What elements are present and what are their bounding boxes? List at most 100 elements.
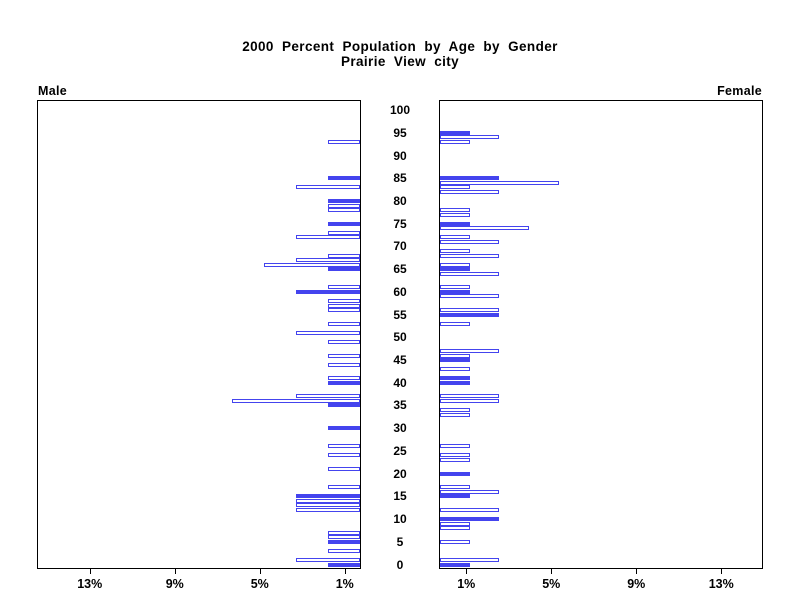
male-bar-age-36 [232,398,360,403]
female-bar-age-53 [440,321,470,326]
female-value-tick-13 [721,569,723,574]
male-bar-age-12 [296,507,360,512]
age-tick-label-55: 55 [393,307,407,322]
male-value-tick-label-13: 13% [77,577,103,591]
female-bar-age-83 [440,185,470,190]
age-tick-label-60: 60 [393,284,407,299]
male-bar-age-17 [328,485,360,490]
female-bar-age-65 [440,267,470,272]
female-bar-age-45 [440,358,470,363]
female-bar-age-61 [440,285,470,290]
male-bar-age-15 [296,494,360,499]
age-tick-label-30: 30 [393,421,407,436]
male-bar-age-66 [264,262,360,267]
female-bar-age-43 [440,367,470,372]
male-bar-age-73 [328,230,360,235]
male-value-tick-9 [174,569,176,574]
male-bar-age-5 [328,539,360,544]
age-tick-label-65: 65 [393,262,407,277]
female-value-tick-1 [466,569,468,574]
age-tick-label-90: 90 [393,148,407,163]
female-bar-age-47 [440,348,499,353]
male-bar-age-53 [328,321,360,326]
female-bar-age-69 [440,249,470,254]
male-bar-age-57 [328,303,360,308]
male-bar-age-35 [328,403,360,408]
male-bar-age-0 [328,562,360,567]
female-value-tick-9 [636,569,638,574]
male-bar-age-14 [296,498,360,503]
male-bar-age-80 [328,199,360,204]
male-value-tick-1 [344,569,346,574]
female-panel-frame [439,100,763,569]
male-value-tick-label-1: 1% [335,577,354,591]
female-bar-age-93 [440,140,470,144]
female-bar-age-41 [440,376,470,381]
age-tick-label-80: 80 [393,194,407,209]
female-bar-age-68 [440,253,499,258]
female-bar-age-94 [440,135,499,140]
female-bar-age-0 [440,562,470,567]
female-bar-age-37 [440,394,499,399]
female-bar-age-17 [440,485,470,490]
male-bar-age-56 [328,308,360,313]
female-bar-age-26 [440,444,470,449]
male-bar-age-46 [328,353,360,358]
male-bar-age-1 [296,557,360,562]
age-tick-label-50: 50 [393,330,407,345]
male-bar-age-3 [328,548,360,553]
age-tick-label-95: 95 [393,125,407,140]
female-bar-age-71 [440,239,499,244]
female-bar-age-20 [440,471,470,476]
age-tick-label-25: 25 [393,443,407,458]
female-bar-age-77 [440,212,470,217]
female-value-tick-5 [551,569,553,574]
female-bar-age-56 [440,308,499,313]
female-bar-age-82 [440,189,499,194]
male-bar-age-37 [296,394,360,399]
age-tick-label-35: 35 [393,398,407,413]
male-bar-age-13 [296,503,360,508]
female-bar-age-40 [440,380,470,385]
male-bar-age-83 [296,185,360,190]
female-value-tick-label-13: 13% [708,577,734,591]
male-bar-age-78 [328,208,360,213]
male-bar-age-72 [296,235,360,240]
male-bar-age-75 [328,221,360,226]
female-axis-label: Female [717,84,762,98]
male-bar-age-79 [328,203,360,208]
female-bar-age-24 [440,453,470,458]
age-tick-label-45: 45 [393,353,407,368]
female-bar-age-64 [440,271,499,276]
male-bar-age-30 [328,426,360,431]
female-bar-age-95 [440,130,470,135]
female-bar-age-74 [440,226,529,231]
male-bar-age-40 [328,380,360,385]
male-bar-age-24 [328,453,360,458]
female-value-tick-label-5: 5% [542,577,561,591]
female-bar-age-78 [440,208,470,213]
male-bar-age-26 [328,444,360,449]
male-value-tick-label-5: 5% [250,577,269,591]
female-bar-age-34 [440,408,470,413]
female-bar-age-9 [440,521,470,526]
male-value-tick-label-9: 9% [165,577,184,591]
age-tick-label-85: 85 [393,171,407,186]
female-bar-age-60 [440,289,470,294]
male-bar-age-93 [328,140,360,144]
age-tick-label-100: 100 [389,103,411,118]
chart-title: 2000 Percent Population by Age by Gender… [0,39,800,69]
female-value-tick-label-9: 9% [627,577,646,591]
male-bar-age-65 [328,267,360,272]
female-bar-age-23 [440,458,470,462]
female-bar-age-46 [440,353,470,358]
age-tick-label-0: 0 [396,557,404,572]
male-bar-age-60 [296,289,360,294]
female-bar-age-75 [440,221,470,226]
chart-title-line2: Prairie View city [340,53,460,69]
male-bar-age-6 [328,535,360,540]
age-tick-label-40: 40 [393,375,407,390]
age-tick-label-10: 10 [393,512,407,527]
age-tick-label-70: 70 [393,239,407,254]
male-bar-age-58 [328,299,360,303]
